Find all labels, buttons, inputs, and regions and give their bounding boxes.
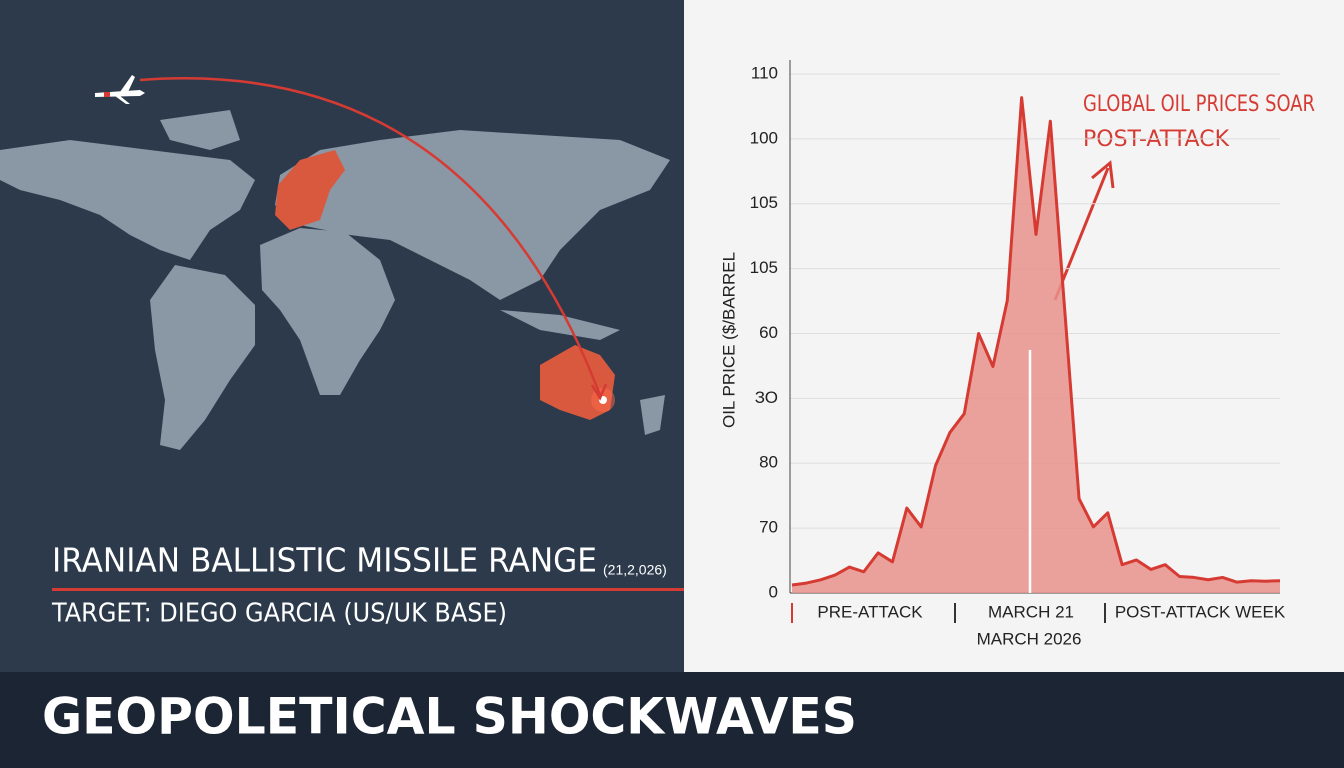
y-tick-label: ЗО	[755, 388, 778, 407]
map-date: (21,2,026)	[603, 562, 667, 578]
x-label: PRE-ATTACK	[817, 602, 923, 621]
annotation-arrow	[1053, 160, 1115, 301]
x-label: MARCH 21	[988, 602, 1074, 621]
europe-highlight	[275, 150, 345, 230]
area	[792, 97, 1280, 593]
y-tick-label: 105	[750, 258, 778, 277]
y-tick-label: 80	[759, 453, 778, 472]
x-label: MARCH 2026	[977, 629, 1082, 648]
annotation: GLOBAL OIL PRICES SOAR	[1083, 92, 1315, 117]
annotation: POST-ATTACK	[1083, 127, 1230, 152]
map-title: IRANIAN BALLISTIC MISSILE RANGE	[52, 541, 597, 580]
y-tick-label: 70	[759, 518, 778, 537]
banner-title: GEOPOLETICAL SHOCKWAVES	[42, 688, 857, 746]
x-label: POST-ATTACK WEEK	[1115, 602, 1286, 621]
title-underline	[52, 588, 684, 591]
arc-arrowhead	[590, 383, 608, 401]
line	[791, 96, 1281, 587]
y-tick-label: 105	[750, 193, 778, 212]
world-map	[0, 110, 670, 450]
target-label: TARGET: DIEGO GARCIA (US/UK BASE)	[51, 599, 507, 629]
y-tick-label: 110	[751, 63, 778, 82]
y-tick-label: 100	[750, 128, 778, 147]
plane-icon	[95, 75, 145, 104]
y-axis-label: OIL PRICE ($/BARREL	[719, 252, 738, 428]
y-tick-label: 0	[769, 582, 778, 601]
y-tick-label: 60	[759, 323, 778, 342]
banner	[0, 672, 1344, 768]
missile-arc	[139, 77, 602, 396]
